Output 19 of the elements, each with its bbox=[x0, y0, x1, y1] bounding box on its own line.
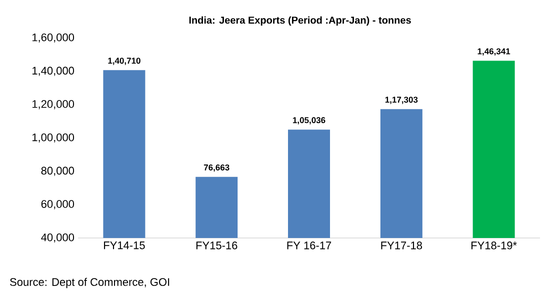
y-tick-label: 40,000 bbox=[41, 233, 74, 243]
y-tick-label: 60,000 bbox=[41, 200, 74, 210]
data-label: 1,17,303 bbox=[385, 96, 418, 104]
y-tick-label: 1,20,000 bbox=[32, 100, 74, 110]
x-tick-label: FY 16-17 bbox=[287, 242, 332, 250]
y-tick-label: 1,60,000 bbox=[32, 33, 74, 43]
data-label: 1,46,341 bbox=[478, 48, 510, 56]
chart-title: India: Jeera Exports (Period :Apr-Jan) - tonnes bbox=[189, 16, 411, 26]
x-tick-label: FY17-18 bbox=[381, 242, 422, 250]
data-label: 1,40,710 bbox=[108, 58, 140, 65]
y-tick-label: 1,40,000 bbox=[32, 66, 74, 76]
data-label: 1,05,036 bbox=[292, 117, 326, 124]
x-tick-label: FY14-15 bbox=[104, 242, 145, 250]
x-tick-label: FY15-16 bbox=[196, 242, 238, 250]
data-label: 76,663 bbox=[204, 164, 230, 172]
x-tick-label: FY18-19* bbox=[471, 242, 517, 250]
source-note: Source: Dept of Commerce, GOI bbox=[10, 278, 170, 288]
y-tick-label: 80,000 bbox=[41, 166, 74, 176]
y-tick-label: 1,00,000 bbox=[32, 133, 74, 143]
